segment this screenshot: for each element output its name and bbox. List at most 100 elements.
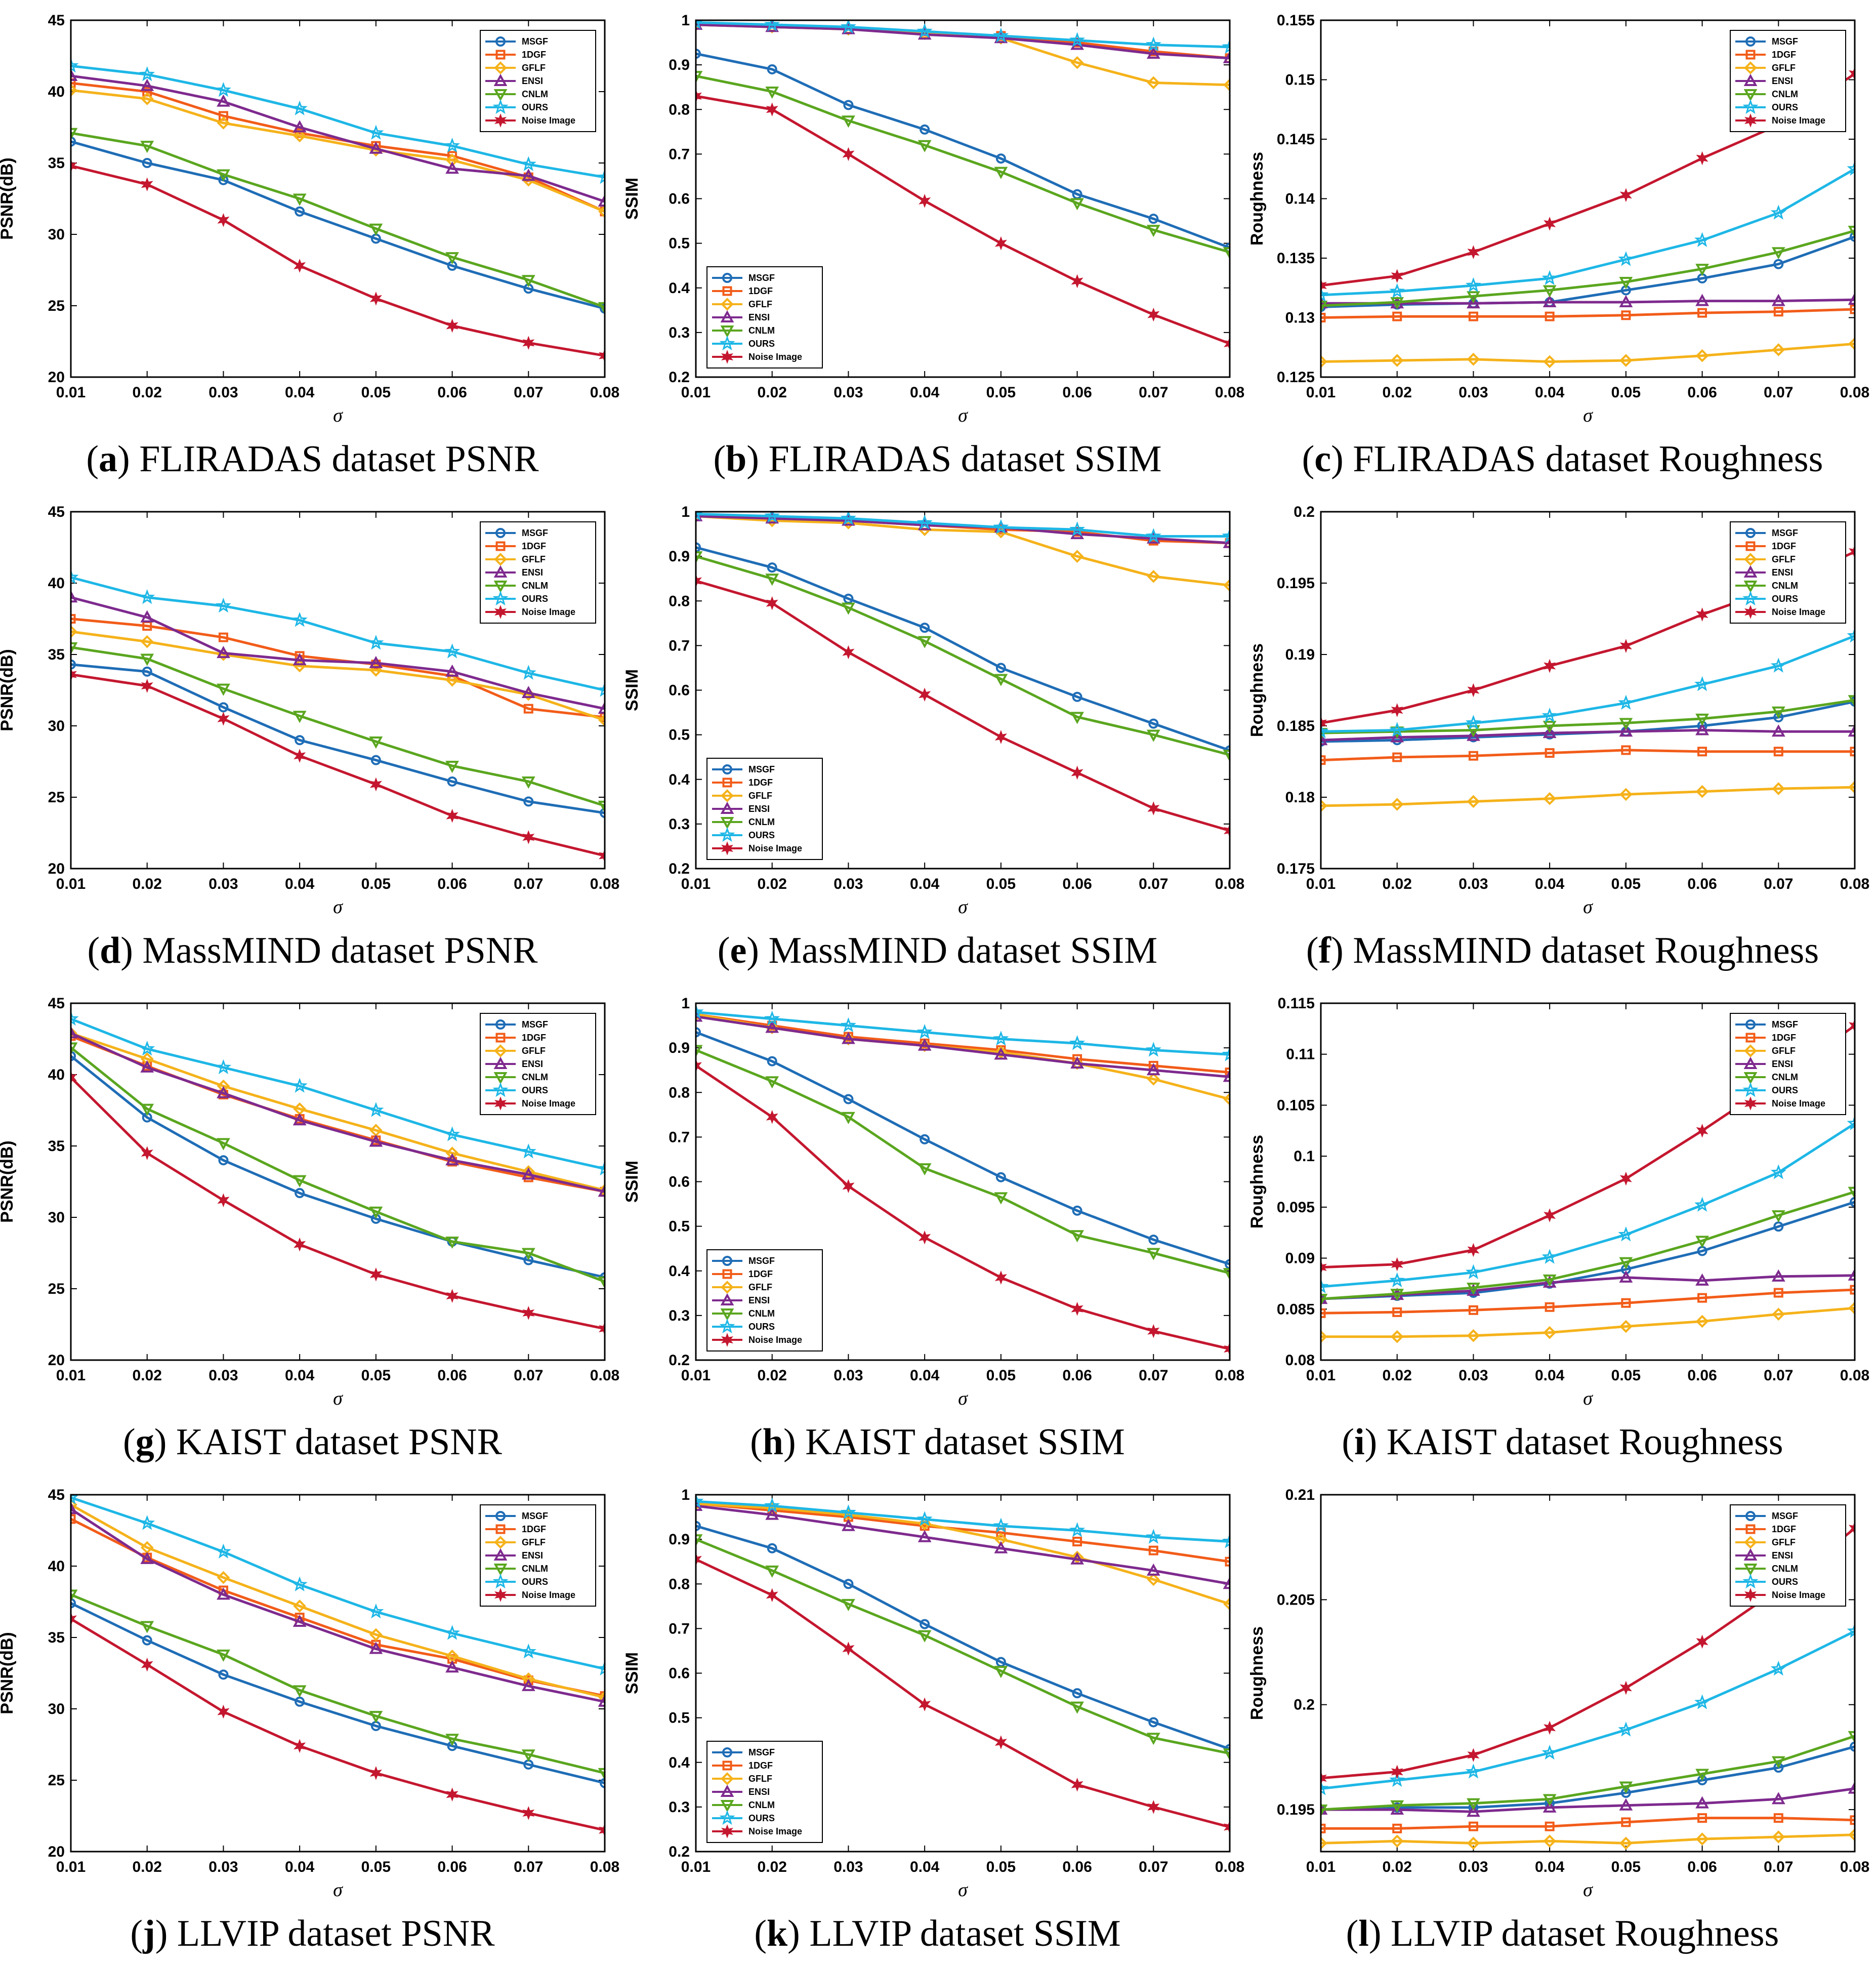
y-tick-label: 0.08 — [1285, 1352, 1315, 1369]
data-point-noise-image — [696, 573, 702, 588]
data-point-1dgf — [1321, 313, 1326, 322]
data-point-msgf — [1850, 1197, 1855, 1207]
data-point-gflf — [1772, 1830, 1785, 1843]
legend-marker-ours — [1742, 99, 1759, 114]
x-tick-label: 0.02 — [758, 384, 787, 401]
series-line-gflf — [696, 515, 1230, 587]
caption-text: FLIRADAS dataset SSIM — [768, 438, 1162, 480]
series-line-gflf — [1321, 1306, 1855, 1338]
data-point-gflf — [1848, 781, 1855, 794]
series-line-ensi — [696, 1015, 1230, 1078]
x-tick-label: 0.05 — [986, 876, 1016, 892]
data-point-gflf — [1467, 1836, 1480, 1850]
legend-label-noise-image: Noise Image — [1772, 115, 1825, 126]
data-point-ours — [1541, 270, 1558, 285]
data-point-cnlm — [1467, 1798, 1480, 1811]
legend-label-msgf: MSGF — [522, 1019, 548, 1030]
caption-letter: a — [99, 438, 118, 480]
x-tick-label: 0.02 — [1383, 1859, 1412, 1875]
data-point-ours — [1770, 204, 1786, 220]
data-point-noise-image — [766, 102, 778, 117]
legend-label-noise-image: Noise Image — [748, 1335, 802, 1345]
data-point-gflf — [369, 664, 383, 677]
legend-marker-ours — [492, 99, 509, 114]
legend-marker-1dgf — [1745, 541, 1756, 551]
x-axis-label: σ — [958, 405, 968, 426]
series-line-ours — [1321, 1122, 1855, 1288]
data-point-cnlm — [1619, 718, 1633, 730]
data-point-cnlm — [521, 275, 535, 288]
data-point-ensi — [1321, 733, 1328, 746]
data-point-noise-image — [1391, 269, 1403, 283]
y-tick-label: 0.4 — [669, 1263, 690, 1280]
legend-marker-ours — [492, 1082, 509, 1097]
data-point-msgf — [995, 153, 1006, 164]
data-point-noise-image — [1696, 1634, 1708, 1649]
data-point-cnlm — [1070, 712, 1084, 724]
data-point-ours — [1465, 1764, 1481, 1779]
y-tick-label: 0.145 — [1277, 131, 1315, 148]
data-point-ensi — [369, 655, 383, 668]
data-point-noise-image — [1224, 1820, 1230, 1834]
chart-j: 0.01 0.02 0.03 0.04 0.05 0.06 0.07 0.08 20 25 30 35… — [0, 1487, 619, 1901]
data-point-cnlm — [293, 193, 307, 206]
data-point-ensi — [1467, 728, 1480, 741]
caption-text: KAIST dataset SSIM — [805, 1421, 1125, 1463]
legend: MSGF 1DGF GFLF ENSI CNLM OURS Noise Image — [1730, 1504, 1846, 1607]
x-tick-label: 0.04 — [910, 876, 940, 892]
data-point-noise-image — [599, 848, 605, 863]
legend-label-ours: OURS — [1772, 1577, 1798, 1587]
data-point-msgf — [1773, 1763, 1784, 1773]
data-point-msgf — [1773, 1221, 1784, 1232]
x-tick-label: 0.07 — [1764, 1859, 1793, 1875]
data-point-ours — [840, 1017, 856, 1033]
data-point-1dgf — [1697, 308, 1707, 318]
data-point-msgf — [1148, 718, 1159, 729]
series-line-ours — [1321, 634, 1855, 733]
data-point-noise-image — [522, 830, 535, 844]
data-point-ours — [1389, 722, 1405, 737]
data-point-cnlm — [765, 573, 779, 586]
y-tick-label: 45 — [48, 504, 65, 520]
x-tick-label: 0.07 — [1764, 876, 1793, 892]
y-tick-label: 0.19 — [1285, 646, 1315, 663]
data-point-gflf — [1543, 792, 1556, 805]
series-line-gflf — [71, 89, 605, 213]
data-point-noise-image — [294, 259, 306, 273]
chart-a: 0.01 0.02 0.03 0.04 0.05 0.06 0.07 0.08 20 25 30 35… — [0, 12, 619, 426]
data-point-gflf — [445, 1146, 459, 1160]
data-point-msgf — [696, 542, 701, 553]
data-point-noise-image — [1321, 278, 1327, 293]
data-point-msgf — [843, 1094, 854, 1104]
data-point-ours — [71, 57, 79, 73]
legend-marker-cnlm — [493, 1564, 508, 1576]
data-point-ours — [520, 1643, 536, 1659]
data-point-ours — [1847, 1115, 1855, 1130]
data-point-gflf — [1848, 1828, 1855, 1841]
y-tick-label: 0.8 — [669, 1576, 690, 1592]
x-tick-label: 0.02 — [1383, 876, 1412, 892]
data-point-cnlm — [1771, 1756, 1785, 1769]
data-point-gflf — [1147, 76, 1160, 90]
data-point-ours — [520, 665, 536, 680]
y-tick-label: 0.3 — [669, 1307, 690, 1324]
data-point-ours — [1389, 283, 1405, 299]
y-tick-label: 35 — [48, 1629, 65, 1646]
data-point-ours — [1222, 528, 1230, 543]
data-point-msgf — [995, 663, 1006, 673]
data-point-noise-image — [1391, 1765, 1403, 1779]
data-point-gflf — [1467, 1329, 1480, 1342]
data-point-ensi — [369, 1134, 383, 1147]
data-point-cnlm — [1390, 1289, 1404, 1301]
data-point-cnlm — [994, 1666, 1008, 1678]
x-tick-label: 0.08 — [1840, 384, 1869, 401]
series-line-cnlm — [1321, 699, 1855, 734]
legend-label-noise-image: Noise Image — [522, 115, 575, 126]
legend: MSGF 1DGF GFLF ENSI CNLM OURS Noise Image — [1730, 1013, 1846, 1115]
data-point-ours — [696, 1004, 704, 1019]
data-point-ours — [764, 1497, 780, 1513]
data-point-cnlm — [1848, 1731, 1855, 1744]
x-tick-label: 0.02 — [758, 876, 787, 892]
data-point-msgf — [1072, 1205, 1082, 1216]
data-point-noise-image — [1071, 1301, 1083, 1316]
